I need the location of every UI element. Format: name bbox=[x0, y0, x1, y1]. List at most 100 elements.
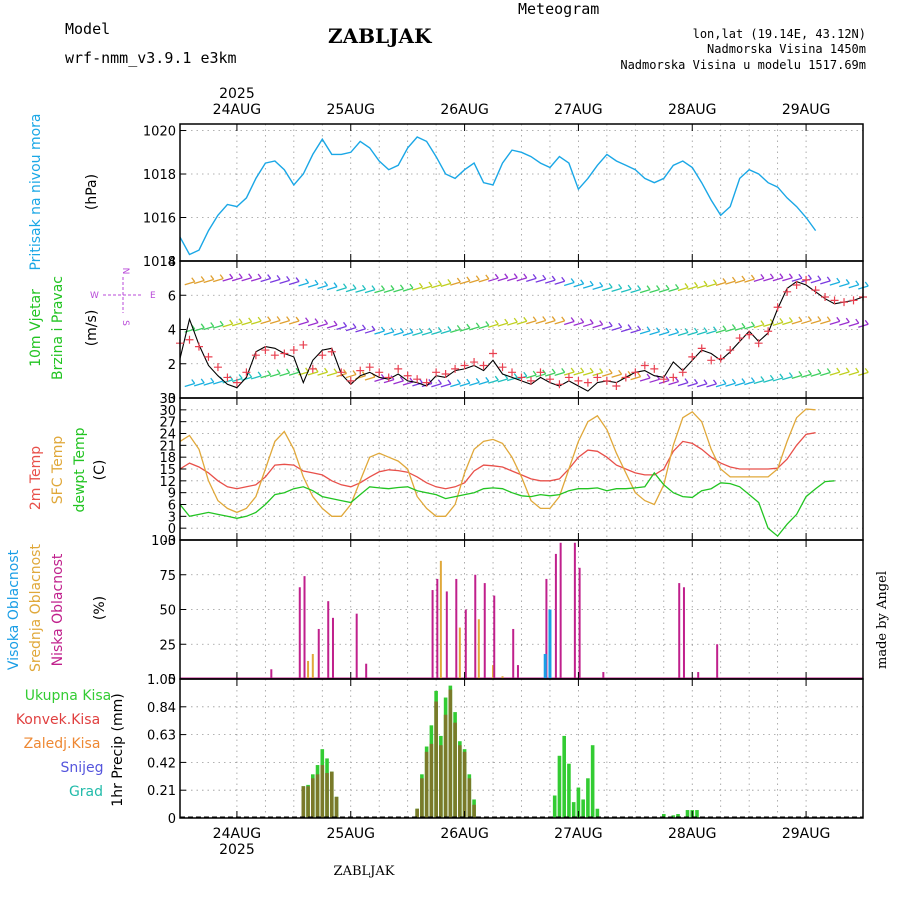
wind-barb bbox=[494, 319, 499, 325]
wind-barb bbox=[608, 368, 613, 374]
wind-barb bbox=[668, 287, 679, 293]
wind-barb bbox=[295, 277, 300, 282]
wind-units: (m/s) bbox=[84, 310, 100, 347]
total-precip-bar bbox=[557, 755, 562, 818]
y-tick-label: 1018 bbox=[143, 168, 176, 183]
wind-barb bbox=[725, 327, 736, 333]
low-cloud-bar bbox=[445, 591, 448, 679]
low-cloud-bar bbox=[327, 601, 330, 679]
wind-barb bbox=[668, 331, 679, 337]
wind-gust-mark bbox=[697, 344, 706, 353]
wind-barb bbox=[734, 381, 746, 387]
wind-gust-mark bbox=[602, 376, 611, 385]
wind-barb bbox=[497, 277, 508, 282]
wind-barb bbox=[687, 331, 698, 336]
wind-barb bbox=[526, 374, 537, 379]
y-tick-label: 24 bbox=[159, 428, 176, 443]
wind-barb bbox=[269, 373, 281, 378]
wind-gust-mark bbox=[422, 378, 431, 387]
wind-barb bbox=[772, 277, 784, 282]
wind-barb bbox=[620, 327, 632, 333]
wind-barb bbox=[599, 368, 604, 373]
wind-barb bbox=[219, 320, 224, 326]
wind-barb bbox=[267, 370, 272, 376]
wind-barb bbox=[782, 320, 793, 326]
wind-barb bbox=[750, 377, 755, 383]
year-label-bottom: 2025 bbox=[219, 842, 255, 858]
wind-gust-mark bbox=[299, 340, 308, 349]
wind-barb bbox=[488, 379, 499, 384]
model-elevation-label: Nadmorska Visina u modelu 1517.69m bbox=[620, 58, 866, 72]
conv-precip-bar bbox=[311, 778, 315, 818]
wind-barb bbox=[535, 319, 546, 325]
wind-barb bbox=[817, 316, 822, 321]
y-tick-label: 1.05 bbox=[147, 673, 176, 688]
wind-barb bbox=[532, 370, 537, 376]
cloud-ylabel: Visoka Oblacnost bbox=[6, 549, 22, 670]
wind-barb bbox=[589, 280, 594, 286]
wind-barb bbox=[333, 320, 338, 326]
conv-precip-bar bbox=[329, 771, 334, 818]
wind-barb bbox=[772, 377, 784, 382]
y-tick-label: 33 bbox=[159, 392, 176, 407]
cloud-units: (%) bbox=[92, 596, 108, 620]
wind-barb bbox=[668, 381, 679, 386]
elevation-label: Nadmorska Visina 1450m bbox=[707, 42, 866, 56]
wind-barb bbox=[810, 319, 822, 325]
wind-barb bbox=[801, 373, 812, 378]
wind-barb bbox=[374, 377, 385, 382]
wind-barb bbox=[599, 281, 604, 287]
wind-gust-mark bbox=[764, 327, 773, 336]
high-cloud-bar bbox=[548, 609, 552, 679]
wind-barb bbox=[649, 378, 660, 383]
wind-barb bbox=[194, 327, 205, 332]
wind-gust-mark bbox=[489, 349, 498, 358]
wind-barb bbox=[409, 283, 414, 289]
wind-barb bbox=[545, 319, 556, 325]
wind-barb bbox=[760, 376, 765, 381]
wind-barb bbox=[715, 383, 727, 388]
wind-gust-mark bbox=[356, 366, 365, 375]
y-tick-label: 0.63 bbox=[147, 729, 176, 744]
wind-barb bbox=[753, 379, 765, 385]
pressure-units: (hPa) bbox=[84, 174, 100, 210]
wind-barb bbox=[260, 277, 271, 283]
wind-barb bbox=[551, 316, 556, 321]
wind-barb bbox=[343, 321, 348, 327]
wind-barb bbox=[345, 288, 357, 293]
low-cloud-bar bbox=[474, 574, 477, 679]
wind-barb bbox=[194, 382, 205, 387]
wind-barb bbox=[639, 377, 651, 382]
wind-barb bbox=[241, 277, 252, 282]
header: Model wrf-nmm_v3.9.1 e3km ZABLJAK Meteog… bbox=[65, 0, 890, 879]
conv-precip-bar bbox=[334, 796, 339, 818]
wind-barb bbox=[295, 367, 300, 373]
wind-barb bbox=[507, 277, 518, 282]
wind-barb bbox=[706, 330, 717, 335]
conv-precip-bar bbox=[306, 786, 310, 818]
wind-barb bbox=[608, 321, 613, 327]
wind-barb bbox=[554, 371, 565, 376]
wind-barb bbox=[276, 274, 281, 280]
wind-barb bbox=[741, 378, 746, 383]
wind-barb bbox=[677, 381, 689, 387]
wind-barb bbox=[646, 285, 651, 291]
wind-barb bbox=[210, 377, 215, 383]
wind-gust-mark bbox=[716, 354, 725, 363]
wind-barb bbox=[485, 376, 490, 382]
wind-gust-mark bbox=[413, 375, 422, 384]
wind-barb bbox=[779, 317, 784, 323]
wind-barb bbox=[618, 322, 623, 328]
wind-barb bbox=[469, 279, 480, 284]
wind-barb bbox=[361, 371, 367, 377]
conv-precip-bar bbox=[443, 714, 448, 818]
wind-gust-mark bbox=[498, 363, 507, 372]
y-tick-label: 100 bbox=[151, 534, 176, 549]
wind-gust-mark bbox=[811, 286, 820, 295]
conv-precip-bar bbox=[325, 772, 329, 818]
wind-barb bbox=[431, 284, 442, 289]
low-cloud-bar bbox=[573, 542, 576, 679]
y-tick-label: 1020 bbox=[143, 125, 176, 140]
station-title: ZABLJAK bbox=[328, 24, 432, 48]
